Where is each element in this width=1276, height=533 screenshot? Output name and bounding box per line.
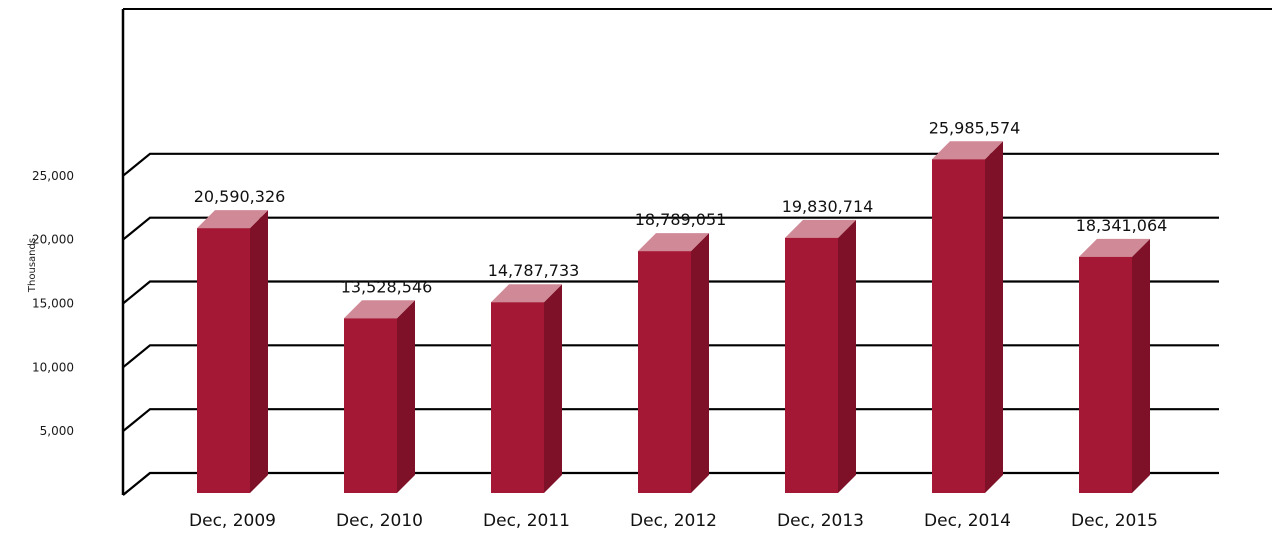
bar-side <box>691 233 709 493</box>
bar-top <box>491 284 562 303</box>
bar <box>1079 238 1150 493</box>
data-label: 18,789,051 <box>635 210 727 229</box>
y-tick-label: 25,000 <box>32 169 74 183</box>
bar-front <box>344 318 397 493</box>
grid-line <box>122 344 1219 369</box>
grid-line <box>122 408 1219 433</box>
bar-front <box>785 237 838 493</box>
data-label: 18,341,064 <box>1076 216 1168 235</box>
x-category-label: Dec, 2012 <box>630 511 717 531</box>
bar <box>491 284 562 493</box>
bar-side <box>250 210 268 493</box>
bar <box>785 219 856 493</box>
bar-side <box>397 300 415 493</box>
x-category-label: Dec, 2013 <box>777 511 864 531</box>
x-category-label: Dec, 2015 <box>1071 511 1158 531</box>
x-category-label: Dec, 2014 <box>924 511 1011 531</box>
data-label: 25,985,574 <box>929 118 1021 137</box>
bar-top <box>344 300 415 319</box>
bar-top <box>197 210 268 229</box>
data-label: 14,787,733 <box>488 261 580 280</box>
bar-front <box>491 302 544 493</box>
bar-side <box>544 284 562 493</box>
y-tick-label: 5,000 <box>40 424 74 438</box>
bar-front <box>638 251 691 493</box>
bar-top <box>785 219 856 238</box>
bar <box>932 141 1003 493</box>
data-label: 19,830,714 <box>782 197 874 216</box>
grid-line <box>122 216 1219 241</box>
bar-side <box>1132 238 1150 493</box>
bar-top <box>932 141 1003 160</box>
x-category-label: Dec, 2010 <box>336 511 423 531</box>
x-category-label: Dec, 2011 <box>483 511 570 531</box>
y-axis-ticks: 5,000 10,000 15,000 20,000 25,000 <box>32 169 74 438</box>
x-axis-categories: Dec, 2009 Dec, 2010 Dec, 2011 Dec, 2012 Dec,… <box>189 511 1158 531</box>
grid-line <box>122 152 1219 177</box>
bar <box>344 300 415 493</box>
data-label: 13,528,546 <box>341 277 433 296</box>
bar-front <box>1079 256 1132 493</box>
data-labels: 20,590,326 13,528,546 14,787,733 18,789,051… <box>194 118 1168 296</box>
bar <box>638 233 709 493</box>
x-category-label: Dec, 2009 <box>189 511 276 531</box>
bar-top <box>1079 238 1150 257</box>
grid-lines <box>122 152 1219 496</box>
bar-side <box>838 219 856 493</box>
y-tick-label: 10,000 <box>32 360 74 374</box>
bar-side <box>985 141 1003 493</box>
bars <box>197 141 1150 493</box>
y-axis-label: Thousands <box>27 238 38 293</box>
bar-top <box>638 233 709 252</box>
data-label: 20,590,326 <box>194 187 286 206</box>
y-tick-label: 15,000 <box>32 297 74 311</box>
bar <box>197 210 268 493</box>
grid-line <box>122 280 1219 305</box>
bar-front <box>932 159 985 493</box>
bar-front <box>197 228 250 493</box>
grid-line <box>122 471 1219 496</box>
y-tick-label: 20,000 <box>32 233 74 247</box>
